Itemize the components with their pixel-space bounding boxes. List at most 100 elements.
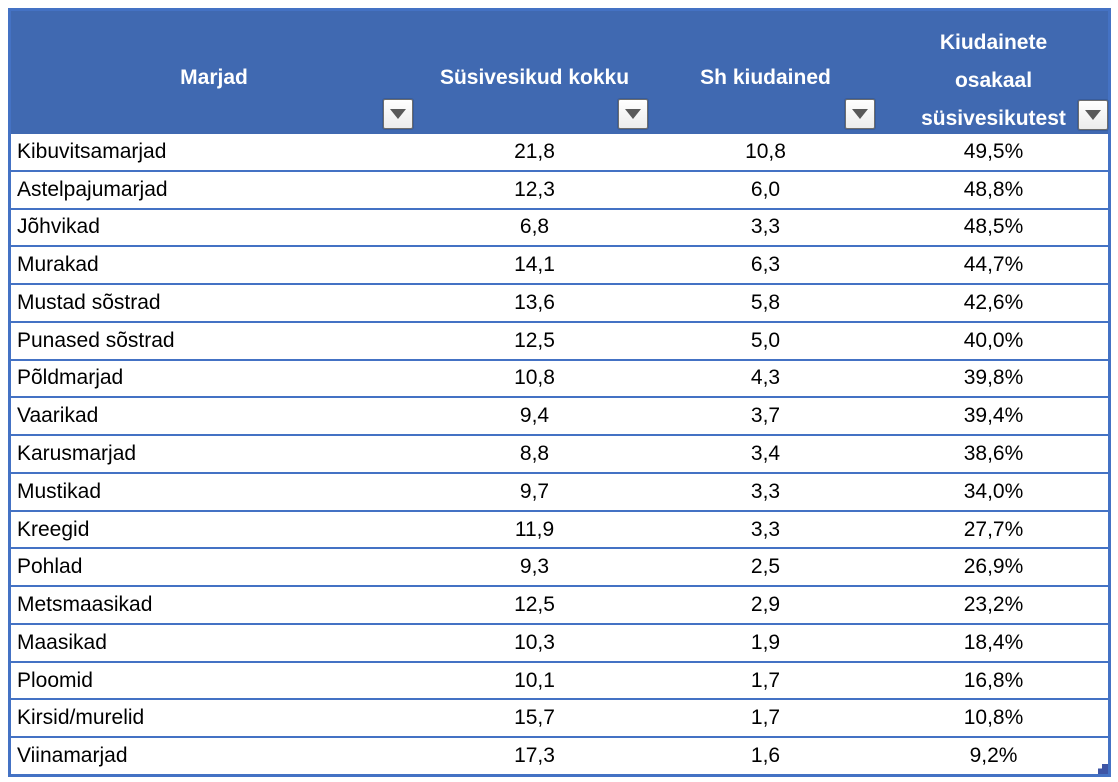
- cell-fiber[interactable]: 3,7: [750, 404, 781, 428]
- cell-fiber-share[interactable]: 48,8%: [963, 177, 1024, 201]
- cell-berry-name[interactable]: Kirsid/murelid: [17, 706, 145, 730]
- cell-fiber[interactable]: 3,4: [750, 442, 781, 465]
- cell-berry-name[interactable]: Astelpajumarjad: [17, 177, 168, 201]
- cell-fiber-share[interactable]: 48,5%: [963, 215, 1024, 239]
- cell-berry-name[interactable]: Ploomid: [17, 668, 93, 692]
- cell-fiber-share[interactable]: 38,6%: [963, 442, 1024, 465]
- column-header-susivesikud-kokku[interactable]: Süsivesikud kokku: [417, 11, 652, 134]
- cell-berry-name[interactable]: Maasikad: [17, 630, 107, 654]
- column-header-label: Sh kiudained: [700, 66, 831, 89]
- cell-berry-name[interactable]: Murakad: [17, 253, 99, 277]
- chevron-down-icon: [390, 109, 406, 119]
- filter-dropdown-marjad[interactable]: [383, 99, 413, 129]
- cell-carbs-total[interactable]: 12,5: [514, 593, 555, 617]
- cell-fiber[interactable]: 3,3: [750, 215, 781, 239]
- cell-fiber-share[interactable]: 40,0%: [963, 328, 1024, 352]
- cell-berry-name[interactable]: Kibuvitsamarjad: [17, 139, 167, 163]
- table-row: Mustikad 9,7 3,3 34,0%: [11, 474, 1108, 512]
- cell-fiber[interactable]: 6,0: [750, 177, 781, 201]
- column-header-sh-kiudained[interactable]: Sh kiudained: [652, 11, 879, 134]
- table-row: Punased sõstrad 12,5 5,0 40,0%: [11, 323, 1108, 361]
- cell-carbs-total[interactable]: 6,8: [519, 215, 550, 239]
- cell-fiber[interactable]: 6,3: [750, 253, 781, 277]
- chevron-down-icon: [852, 109, 868, 119]
- table-row: Ploomid 10,1 1,7 16,8%: [11, 663, 1108, 701]
- cell-berry-name[interactable]: Punased sõstrad: [17, 328, 175, 352]
- cell-fiber-share[interactable]: 9,2%: [969, 744, 1018, 768]
- cell-fiber-share[interactable]: 39,4%: [963, 404, 1024, 428]
- table-row: Põldmarjad 10,8 4,3 39,8%: [11, 361, 1108, 399]
- cell-carbs-total[interactable]: 14,1: [514, 253, 555, 277]
- cell-carbs-total[interactable]: 9,4: [519, 404, 550, 428]
- table-row: Mustad sõstrad 13,6 5,8 42,6%: [11, 285, 1108, 323]
- cell-carbs-total[interactable]: 9,7: [519, 479, 550, 503]
- cell-fiber-share[interactable]: 42,6%: [963, 290, 1024, 314]
- cell-fiber[interactable]: 3,3: [750, 479, 781, 503]
- cell-fiber[interactable]: 1,7: [750, 668, 781, 692]
- cell-carbs-total[interactable]: 10,8: [514, 366, 555, 390]
- cell-fiber[interactable]: 5,0: [750, 328, 781, 352]
- cell-fiber[interactable]: 5,8: [750, 290, 781, 314]
- header-line-3: süsivesikutest: [921, 107, 1066, 130]
- table-row: Pohlad 9,3 2,5 26,9%: [11, 549, 1108, 588]
- cell-carbs-total[interactable]: 10,1: [514, 668, 555, 692]
- cell-carbs-total[interactable]: 10,3: [514, 630, 555, 654]
- chevron-down-icon: [1085, 110, 1101, 120]
- berries-data-table: Marjad Süsivesikud kokku Sh kiudained: [8, 8, 1111, 777]
- cell-berry-name[interactable]: Metsmaasikad: [17, 593, 153, 617]
- table-row: Jõhvikad 6,8 3,3 48,5%: [11, 210, 1108, 248]
- cell-fiber[interactable]: 1,7: [750, 706, 781, 730]
- cell-fiber-share[interactable]: 26,9%: [963, 555, 1024, 579]
- cell-berry-name[interactable]: Kreegid: [17, 517, 90, 541]
- cell-fiber-share[interactable]: 39,8%: [963, 366, 1024, 390]
- cell-fiber-share[interactable]: 16,8%: [963, 668, 1024, 692]
- cell-carbs-total[interactable]: 9,3: [519, 555, 550, 579]
- cell-fiber-share[interactable]: 49,5%: [963, 139, 1024, 163]
- table-row: Vaarikad 9,4 3,7 39,4%: [11, 398, 1108, 437]
- cell-berry-name[interactable]: Karusmarjad: [17, 442, 137, 465]
- cell-fiber[interactable]: 3,3: [750, 517, 781, 541]
- cell-berry-name[interactable]: Mustikad: [17, 479, 102, 503]
- table-row: Kibuvitsamarjad 21,8 10,8 49,5%: [11, 134, 1108, 172]
- column-header-label: Marjad: [180, 66, 248, 89]
- cell-fiber[interactable]: 4,3: [750, 366, 781, 390]
- table-resize-handle[interactable]: [1098, 764, 1108, 774]
- column-header-label: Kiudainete osakaal süsivesikutest: [879, 11, 1108, 138]
- table-row: Maasikad 10,3 1,9 18,4%: [11, 625, 1108, 663]
- column-header-marjad[interactable]: Marjad: [11, 11, 417, 134]
- table-row: Viinamarjad 17,3 1,6 9,2%: [11, 738, 1108, 774]
- cell-fiber[interactable]: 10,8: [745, 139, 786, 163]
- cell-fiber[interactable]: 2,5: [750, 555, 781, 579]
- cell-berry-name[interactable]: Pohlad: [17, 555, 83, 579]
- table-row: Murakad 14,1 6,3 44,7%: [11, 247, 1108, 286]
- filter-dropdown-kiudained[interactable]: [845, 99, 875, 129]
- cell-carbs-total[interactable]: 21,8: [514, 139, 555, 163]
- cell-berry-name[interactable]: Vaarikad: [17, 404, 99, 428]
- cell-fiber[interactable]: 1,9: [750, 630, 781, 654]
- cell-berry-name[interactable]: Mustad sõstrad: [17, 290, 161, 314]
- cell-carbs-total[interactable]: 12,3: [514, 177, 555, 201]
- column-header-label: Süsivesikud kokku: [439, 66, 630, 89]
- cell-fiber[interactable]: 1,6: [750, 744, 781, 768]
- cell-berry-name[interactable]: Viinamarjad: [17, 744, 128, 768]
- cell-carbs-total[interactable]: 17,3: [514, 744, 555, 768]
- cell-fiber-share[interactable]: 10,8%: [963, 706, 1024, 730]
- cell-carbs-total[interactable]: 8,8: [519, 442, 550, 465]
- cell-fiber-share[interactable]: 18,4%: [963, 630, 1024, 654]
- cell-fiber[interactable]: 2,9: [750, 593, 781, 617]
- cell-berry-name[interactable]: Põldmarjad: [17, 366, 124, 390]
- column-header-kiudainete-osakaal[interactable]: Kiudainete osakaal süsivesikutest: [879, 11, 1108, 134]
- filter-dropdown-osakaal[interactable]: [1078, 100, 1108, 130]
- cell-fiber-share[interactable]: 34,0%: [963, 479, 1024, 503]
- cell-fiber-share[interactable]: 44,7%: [963, 253, 1024, 277]
- cell-carbs-total[interactable]: 13,6: [514, 290, 555, 314]
- cell-carbs-total[interactable]: 11,9: [514, 517, 555, 541]
- cell-berry-name[interactable]: Jõhvikad: [17, 215, 100, 239]
- cell-carbs-total[interactable]: 15,7: [514, 706, 555, 730]
- filter-dropdown-susivesikud[interactable]: [618, 99, 648, 129]
- cell-fiber-share[interactable]: 23,2%: [963, 593, 1024, 617]
- cell-carbs-total[interactable]: 12,5: [514, 328, 555, 352]
- cell-fiber-share[interactable]: 27,7%: [963, 517, 1024, 541]
- chevron-down-icon: [625, 109, 641, 119]
